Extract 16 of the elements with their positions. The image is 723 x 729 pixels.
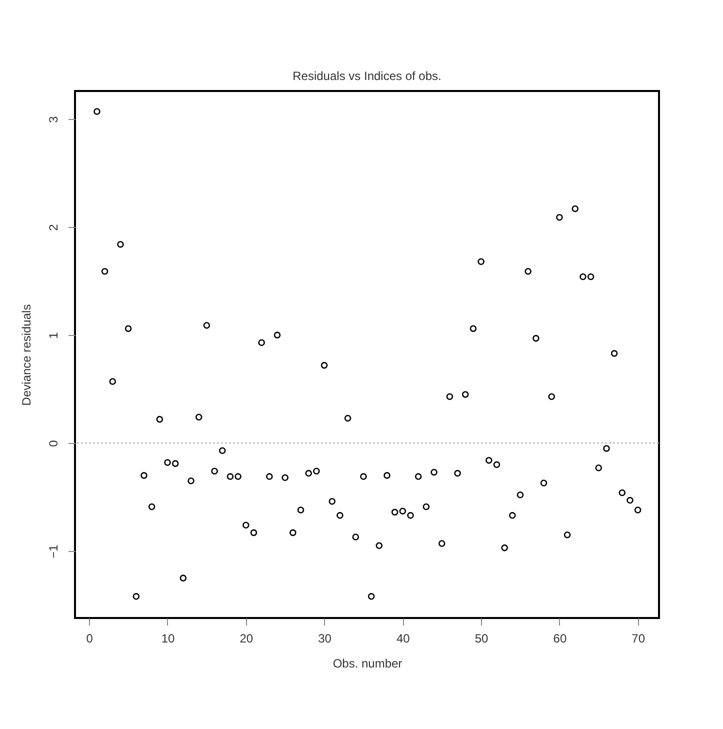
x-axis-title: Obs. number bbox=[332, 656, 402, 670]
x-tick-label: 30 bbox=[318, 632, 332, 646]
x-tick-label: 50 bbox=[474, 632, 489, 646]
x-tick-label: 70 bbox=[632, 632, 646, 646]
y-tick-label: 3 bbox=[46, 116, 60, 123]
x-tick-label: 40 bbox=[396, 632, 410, 646]
x-tick-label: 20 bbox=[240, 632, 254, 646]
y-tick-label: 2 bbox=[46, 224, 60, 231]
y-axis-title: Deviance residuals bbox=[20, 304, 34, 406]
x-tick-label: 0 bbox=[86, 632, 94, 646]
chart-title: Residuals vs Indices of obs. bbox=[292, 69, 442, 83]
y-tick-label: 0 bbox=[46, 440, 60, 447]
x-tick-label: 10 bbox=[161, 632, 175, 646]
y-tick-label: −1 bbox=[46, 544, 60, 558]
y-tick-label: 1 bbox=[46, 332, 60, 339]
x-tick-label: 60 bbox=[553, 632, 567, 646]
